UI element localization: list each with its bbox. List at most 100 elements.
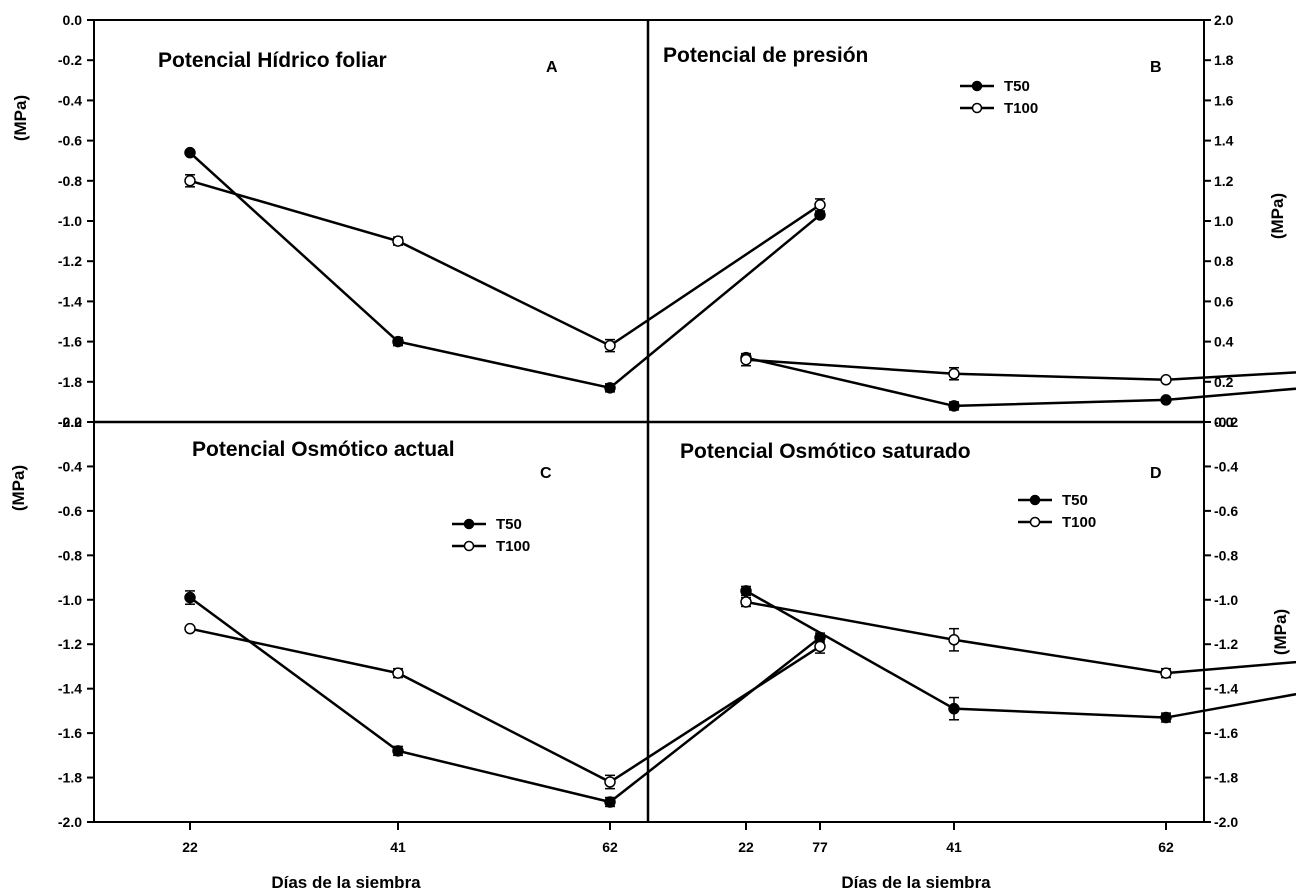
x-axis-title: Días de la siembra <box>271 873 421 892</box>
panel-title: Potencial de presión <box>663 44 868 67</box>
x-tick-label: 62 <box>1158 839 1174 855</box>
y-tick-label: -1.2 <box>1214 636 1238 652</box>
legend-label-t50: T50 <box>1004 78 1030 95</box>
y-tick-label: -1.8 <box>58 374 82 390</box>
series-line-t100 <box>745 358 1296 382</box>
panel-title: Potencial Osmótico actual <box>192 438 455 461</box>
legend: T50 T100 <box>960 78 1038 117</box>
data-point-t50 <box>948 400 960 412</box>
legend-label-t100: T100 <box>1062 514 1096 531</box>
panel-letter: A <box>546 59 558 76</box>
data-point-t50 <box>1160 711 1172 724</box>
data-point-t100 <box>392 667 404 679</box>
y-tick-label: -0.2 <box>58 414 82 430</box>
y-tick-label: -1.6 <box>1214 725 1238 741</box>
y-axis-title: (MPa) <box>1268 193 1287 239</box>
series-line-t100 <box>189 179 821 348</box>
panel-letter: C <box>540 465 552 482</box>
y-tick-label: -1.6 <box>58 725 82 741</box>
data-point-t100 <box>814 199 826 211</box>
legend-marker <box>1029 494 1041 506</box>
data-point-t100 <box>814 640 826 653</box>
legend-label-t100: T100 <box>1004 100 1038 117</box>
legend: T50 T100 <box>1018 492 1096 531</box>
x-tick-label: 77 <box>812 839 828 855</box>
y-tick-label: -1.6 <box>58 334 82 350</box>
data-point-t100 <box>1160 374 1172 386</box>
data-point-t50 <box>948 702 960 715</box>
y-tick-label: -0.2 <box>1214 414 1238 430</box>
y-tick-label: -0.6 <box>58 133 82 149</box>
data-point-t50 <box>392 745 404 757</box>
x-axis-title: Días de la siembra <box>841 873 991 892</box>
legend-marker <box>463 518 475 530</box>
panel-title: Potencial Osmótico saturado <box>680 440 971 463</box>
y-tick-label: -2.0 <box>58 814 82 830</box>
legend-marker <box>1029 516 1041 528</box>
y-tick-label: -0.2 <box>58 52 82 68</box>
y-tick-label: -1.0 <box>58 592 82 608</box>
y-tick-label: -1.0 <box>1214 592 1238 608</box>
series-line-t100 <box>745 600 1296 675</box>
series-line-t100 <box>189 627 821 784</box>
y-tick-label: -1.2 <box>58 636 82 652</box>
data-point-t100 <box>392 235 404 247</box>
y-tick-label: 1.0 <box>1214 213 1234 229</box>
data-point-t50 <box>604 796 616 808</box>
y-tick-label: -1.4 <box>58 293 82 309</box>
y-tick-label: 1.2 <box>1214 173 1234 189</box>
y-tick-label: 1.8 <box>1214 52 1234 68</box>
y-tick-label: -0.8 <box>58 547 82 563</box>
panel-d: -0.2 -0.4 -0.6 -0.8 -1.0 -1.2 -1.4 -1.6 -1.8 -2.0… <box>680 414 1296 892</box>
data-point-t100 <box>740 596 752 608</box>
y-tick-label: -1.8 <box>1214 770 1238 786</box>
y-tick-label: -2.0 <box>58 414 82 430</box>
x-tick-label: 41 <box>946 839 962 855</box>
y-tick-label: -1.0 <box>58 213 82 229</box>
data-point-t100 <box>740 353 752 366</box>
data-point-t100 <box>604 776 616 788</box>
y-tick-label: 0.4 <box>1214 334 1234 350</box>
legend-label-t50: T50 <box>1062 492 1088 509</box>
y-tick-label: -0.4 <box>1214 458 1238 474</box>
y-tick-label: 0.0 <box>63 12 83 28</box>
data-point-t100 <box>184 622 196 635</box>
legend-marker <box>971 102 983 114</box>
y-tick-label: -0.6 <box>1214 503 1238 519</box>
y-tick-label: -0.6 <box>58 503 82 519</box>
legend-marker <box>971 80 983 92</box>
legend-label-t50: T50 <box>496 516 522 533</box>
y-tick-label: 0.0 <box>1214 414 1234 430</box>
x-tick-label: 22 <box>738 839 754 855</box>
y-tick-label: -1.4 <box>58 681 82 697</box>
panel-a: 0.0 -0.2 -0.4 -0.6 -0.8 -1.0 -1.2 -1.4 -1.6 -1.8 -… <box>11 12 826 430</box>
y-tick-label: 0.6 <box>1214 293 1234 309</box>
y-tick-label: -0.4 <box>58 458 82 474</box>
series-line-t50 <box>189 151 821 390</box>
data-point-t100 <box>948 368 960 380</box>
y-tick-label: 2.0 <box>1214 12 1234 28</box>
y-tick-label: -1.4 <box>1214 681 1238 697</box>
data-point-t100 <box>604 339 616 352</box>
y-tick-label: -1.2 <box>58 253 82 269</box>
data-point-t50 <box>604 382 616 394</box>
data-point-t50 <box>740 585 752 597</box>
x-tick-label: 22 <box>182 839 198 855</box>
y-tick-label: 1.6 <box>1214 92 1234 108</box>
y-tick-label: 1.4 <box>1214 133 1234 149</box>
data-point-t50 <box>184 591 196 604</box>
data-point-t50 <box>184 146 196 159</box>
series-line-t50 <box>189 596 821 804</box>
panel-title: Potencial Hídrico foliar <box>158 49 387 72</box>
y-axis-title: (MPa) <box>9 465 28 511</box>
y-axis-title: (MPa) <box>1271 609 1290 655</box>
legend-label-t100: T100 <box>496 538 530 555</box>
series-line-t50 <box>745 589 1296 719</box>
y-tick-label: -0.8 <box>1214 547 1238 563</box>
y-tick-label: -1.8 <box>58 770 82 786</box>
y-axis-title: (MPa) <box>11 95 30 141</box>
data-point-t50 <box>392 335 404 348</box>
panel-letter: B <box>1150 59 1162 76</box>
data-point-t50 <box>1160 394 1172 406</box>
